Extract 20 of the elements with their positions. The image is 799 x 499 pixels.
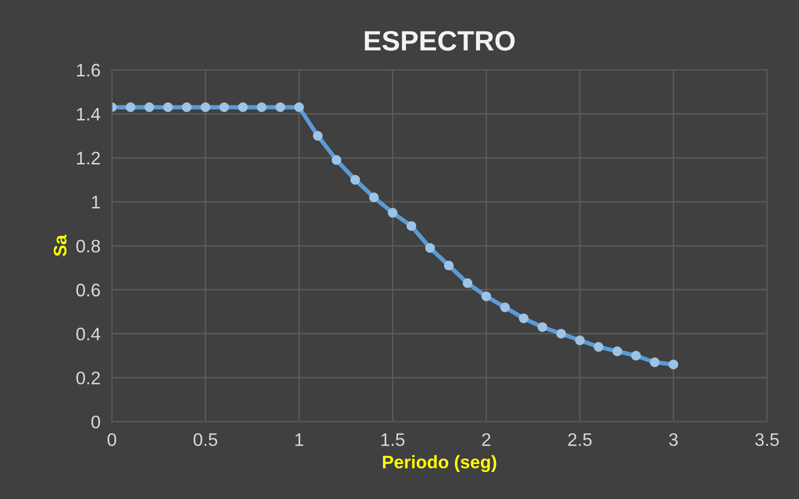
x-tick-label: 0 xyxy=(108,433,116,446)
chart-title: ESPECTRO xyxy=(364,31,515,51)
y-tick-label: 0.6 xyxy=(76,284,100,296)
y-tick-label: 0.2 xyxy=(76,372,100,384)
y-tick-label: 1 xyxy=(92,196,100,208)
y-tick-label: 1.6 xyxy=(77,64,100,77)
x-tick-label: 0.5 xyxy=(194,433,218,446)
y-tick-label: 0.4 xyxy=(76,328,100,340)
y-tick-label: 1.2 xyxy=(77,152,100,164)
x-tick-label: 1.5 xyxy=(381,433,404,446)
y-tick-label: 0 xyxy=(91,416,100,428)
y-tick-label: 1.4 xyxy=(77,108,100,120)
x-tick-label: 1 xyxy=(295,433,304,446)
x-axis-title: Periodo (seg) xyxy=(382,455,496,472)
x-tick-label: 3.5 xyxy=(755,433,779,446)
y-axis-title: Sa xyxy=(54,234,67,256)
x-tick-label: 2 xyxy=(482,433,490,446)
x-tick-label: 2.5 xyxy=(568,433,592,446)
x-tick-label: 3 xyxy=(669,433,678,446)
y-tick-label: 0.8 xyxy=(76,240,100,252)
